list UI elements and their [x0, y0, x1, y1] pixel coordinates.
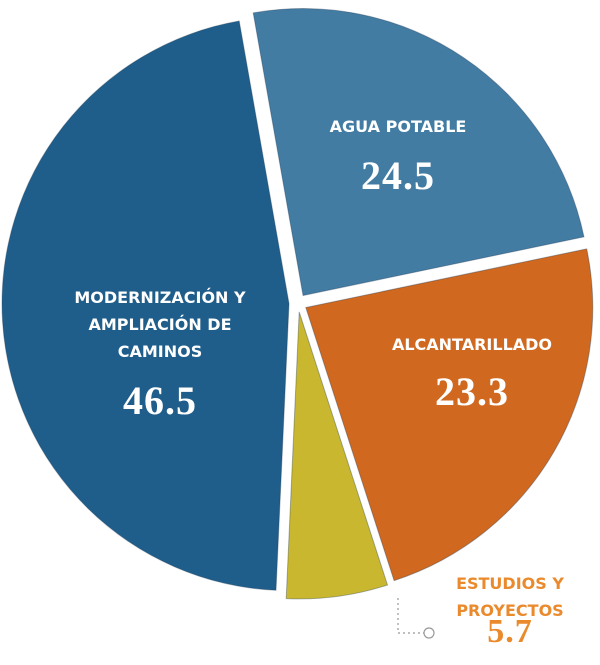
leader-dot	[423, 627, 435, 639]
slice-label: AGUA POTABLE	[329, 117, 467, 136]
leader-line	[397, 598, 424, 634]
value-label: 5.7	[487, 613, 533, 650]
pie-slice	[1, 20, 290, 591]
pie-slice	[252, 8, 585, 297]
slice-label: MODERNIZACIÓN Y AMPLIACIÓN DE CAMINOS	[74, 288, 246, 361]
value-label: 24.5	[361, 153, 435, 198]
slice-label: ALCANTARILLADO	[391, 335, 553, 354]
pie-slice	[305, 248, 594, 582]
value-label: 23.3	[435, 369, 509, 414]
value-label: 46.5	[123, 378, 197, 423]
slice-label: ESTUDIOS Y PROYECTOS	[456, 574, 564, 620]
pie-slice	[285, 311, 389, 600]
